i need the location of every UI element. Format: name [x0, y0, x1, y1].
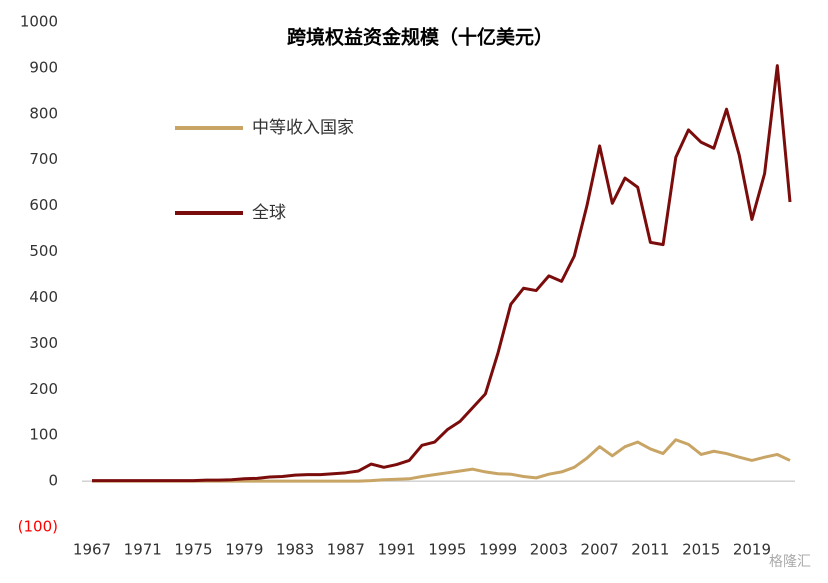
y-tick-label: 500	[29, 242, 58, 260]
x-tick-label: 2015	[682, 541, 720, 559]
chart-title: 跨境权益资金规模（十亿美元）	[287, 26, 553, 49]
x-tick-label: 1979	[225, 541, 263, 559]
watermark: 格隆汇	[769, 554, 811, 570]
x-tick-label: 1975	[174, 541, 212, 559]
legend-label: 中等收入国家	[252, 118, 354, 138]
y-tick-label: 700	[29, 150, 58, 168]
y-tick-label: 100	[29, 426, 58, 444]
x-tick-label: 2011	[631, 541, 669, 559]
y-tick-label: 600	[29, 196, 58, 214]
x-tick-label: 1971	[124, 541, 162, 559]
x-tick-label: 1967	[73, 541, 111, 559]
y-tick-label: 800	[29, 104, 58, 122]
x-tick-label: 2019	[733, 541, 771, 559]
x-tick-label: 1991	[377, 541, 415, 559]
y-tick-label: 400	[29, 288, 58, 306]
y-tick-label: 200	[29, 380, 58, 398]
x-tick-label: 2003	[530, 541, 568, 559]
x-tick-label: 2007	[581, 541, 619, 559]
x-tick-label: 1987	[327, 541, 365, 559]
y-tick-label: 0	[48, 472, 58, 490]
x-tick-label: 1983	[276, 541, 314, 559]
x-tick-label: 1995	[428, 541, 466, 559]
y-tick-label: 300	[29, 334, 58, 352]
x-tick-label: 1999	[479, 541, 517, 559]
y-tick-label: (100)	[18, 518, 58, 536]
series-line	[92, 438, 791, 483]
legend-label: 全球	[252, 203, 286, 223]
series-line	[92, 64, 792, 483]
y-tick-label: 900	[29, 58, 58, 76]
y-tick-label: 1000	[20, 13, 58, 31]
